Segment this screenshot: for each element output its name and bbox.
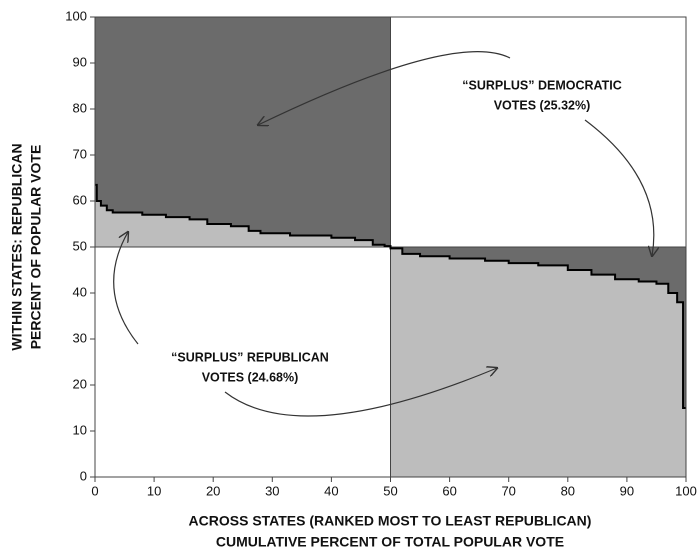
shaded-region <box>95 17 391 249</box>
x-tick-label: 80 <box>561 483 575 498</box>
y-tick-label: 30 <box>73 330 87 345</box>
x-tick-label: 30 <box>265 483 279 498</box>
x-axis-label: CUMULATIVE PERCENT OF TOTAL POPULAR VOTE <box>216 534 564 550</box>
step-line <box>95 183 686 409</box>
shaded-region <box>390 246 686 477</box>
shaded-region <box>390 246 686 408</box>
y-axis-label: WITHIN STATES: REPUBLICAN <box>9 143 25 350</box>
y-tick-label: 40 <box>73 284 87 299</box>
y-tick-label: 70 <box>73 146 87 161</box>
arrow <box>224 368 497 417</box>
y-axis-label: PERCENT OF POPULAR VOTE <box>28 145 44 350</box>
y-tick-label: 80 <box>73 100 87 115</box>
annotation: VOTES (25.32%) <box>494 98 591 112</box>
x-axis-label: ACROSS STATES (RANKED MOST TO LEAST REPU… <box>189 513 592 529</box>
x-tick-label: 60 <box>442 483 456 498</box>
annotation: “SURPLUS” REPUBLICAN <box>171 350 329 364</box>
x-tick-label: 70 <box>501 483 515 498</box>
annotation: VOTES (24.68%) <box>202 370 299 384</box>
arrow <box>113 232 139 345</box>
y-tick-label: 20 <box>73 376 87 391</box>
y-tick-label: 0 <box>80 468 87 483</box>
annotation: “SURPLUS” DEMOCRATIC <box>462 78 622 92</box>
arrow <box>258 51 511 125</box>
x-tick-label: 40 <box>324 483 338 498</box>
x-tick-label: 0 <box>91 483 98 498</box>
y-tick-label: 10 <box>73 422 87 437</box>
y-tick-label: 100 <box>65 8 87 23</box>
y-tick-label: 60 <box>73 192 87 207</box>
y-tick-label: 90 <box>73 54 87 69</box>
x-tick-label: 20 <box>206 483 220 498</box>
x-tick-label: 100 <box>675 483 697 498</box>
shaded-region <box>95 184 391 249</box>
x-tick-label: 90 <box>620 483 634 498</box>
x-tick-label: 10 <box>147 483 161 498</box>
arrow <box>584 119 654 256</box>
x-tick-label: 50 <box>383 483 397 498</box>
y-tick-label: 50 <box>73 238 87 253</box>
